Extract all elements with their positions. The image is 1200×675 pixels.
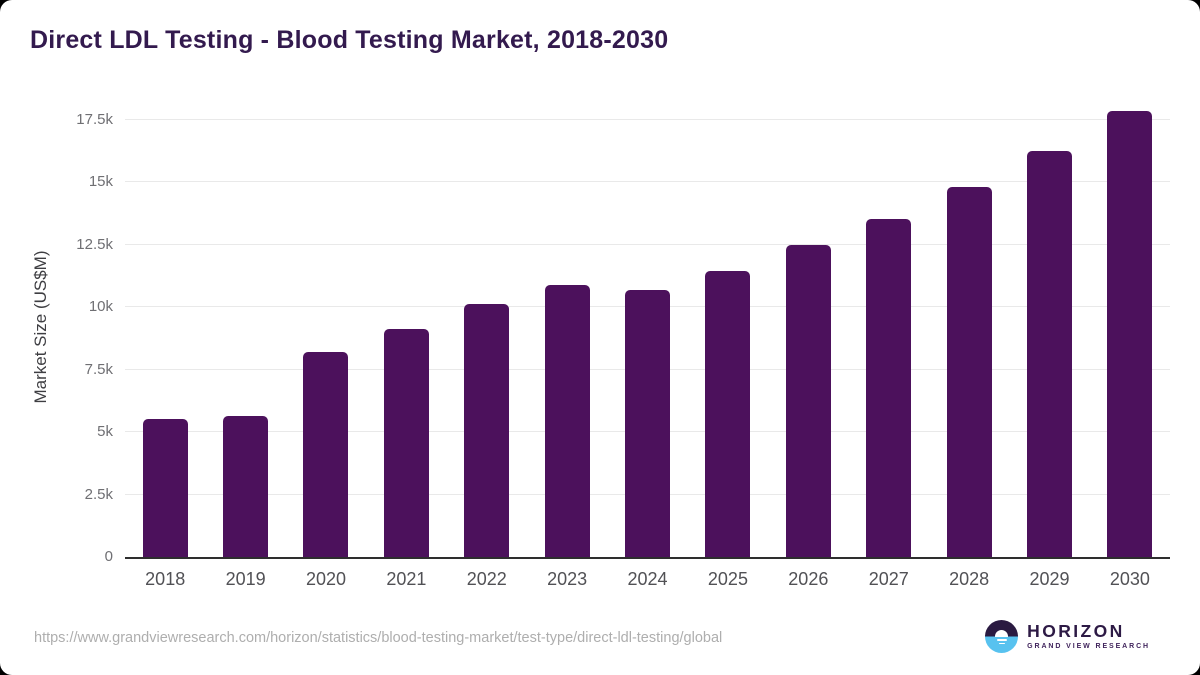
y-tick-label: 2.5k (84, 485, 113, 503)
x-tick-label: 2026 (788, 569, 829, 589)
bar-column (849, 97, 929, 557)
x-tick-label: 2021 (386, 569, 427, 589)
x-tick-label: 2022 (466, 569, 507, 589)
x-tick-label: 2028 (949, 569, 990, 589)
x-tick-label: 2029 (1029, 569, 1070, 589)
bar-2028[interactable] (946, 187, 992, 557)
y-tick-label: 5k (97, 423, 113, 440)
x-tick-label: 2020 (305, 569, 346, 589)
bar-2021[interactable] (383, 328, 429, 557)
source-url: https://www.grandviewresearch.com/horizo… (34, 630, 723, 646)
y-tick-label: 0 (104, 548, 113, 565)
y-axis-title: Market Size (US$M) (31, 250, 50, 404)
bar-column (688, 97, 768, 557)
bar-column (1009, 97, 1089, 557)
bar-2020[interactable] (303, 352, 349, 557)
bar-2030[interactable] (1107, 110, 1153, 557)
bar-2024[interactable] (625, 289, 671, 557)
logo-name: HORIZON (1027, 620, 1125, 641)
page-title: Direct LDL Testing - Blood Testing Marke… (30, 26, 669, 54)
x-tick-label: 2023 (547, 569, 588, 589)
x-tick-label: 2025 (707, 569, 748, 589)
bar-2018[interactable] (142, 419, 188, 557)
sun-reflection-line (998, 642, 1005, 645)
sun-icon (995, 629, 1009, 637)
bar-2022[interactable] (464, 303, 510, 557)
x-tick-label: 2019 (225, 569, 266, 589)
bar-column (929, 97, 1009, 557)
y-tick-label: 17.5k (76, 110, 113, 128)
y-tick-label: 7.5k (84, 360, 113, 378)
bar-2027[interactable] (866, 218, 912, 557)
x-axis-labels: 2018 2019 2020 2021 2022 2023 2024 2025 2026 2027… (125, 569, 1170, 590)
bar-column (447, 97, 527, 557)
bar-2025[interactable] (705, 270, 751, 557)
horizon-logo: HORIZON GRAND VIEW RESEARCH (985, 620, 1150, 653)
y-tick-label: 12.5k (76, 235, 113, 253)
bar-column (527, 97, 607, 557)
bar-column (366, 97, 446, 557)
bar-column (205, 97, 285, 557)
bar-column (607, 97, 687, 557)
bar-2019[interactable] (223, 416, 269, 557)
y-tick-label: 10k (88, 298, 113, 315)
bar-column (768, 97, 848, 557)
gridline (125, 181, 1170, 182)
bar-2026[interactable] (785, 245, 831, 557)
x-tick-label: 2018 (145, 569, 186, 589)
bar-series (125, 97, 1170, 557)
bar-column (125, 97, 205, 557)
x-tick-label: 2027 (868, 569, 909, 589)
gridline (125, 118, 1170, 120)
bar-column (1090, 97, 1170, 557)
x-tick-label: 2030 (1109, 569, 1150, 589)
bar-2023[interactable] (544, 284, 590, 557)
logo-wordmark: HORIZON GRAND VIEW RESEARCH (1027, 620, 1150, 651)
gridline (125, 243, 1170, 245)
horizon-logo-icon (985, 620, 1019, 653)
bar-column (286, 97, 366, 557)
y-tick-label: 15k (88, 173, 113, 190)
sun-reflection-line (996, 639, 1007, 641)
logo-subtitle: GRAND VIEW RESEARCH (1027, 643, 1150, 651)
bar-2029[interactable] (1026, 151, 1072, 557)
x-tick-label: 2024 (627, 569, 668, 589)
chart-plot: 0 2.5k 5k 7.5k 10k 12.5k 15k 17.5k 2018 2019 2020… (76, 97, 1170, 589)
